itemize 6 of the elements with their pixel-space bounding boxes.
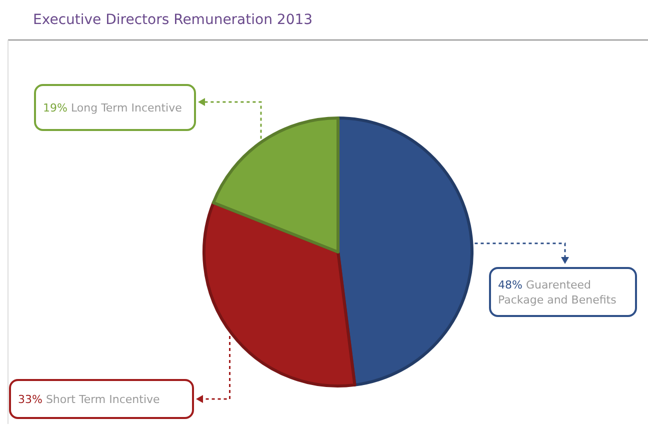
data-label: 33% [18, 393, 42, 406]
chart-title: Executive Directors Remuneration 2013 [33, 12, 313, 28]
data-label: 48% [498, 278, 522, 292]
data-label: 19% [43, 102, 68, 114]
legend-label: Long Term Incentive [70, 102, 182, 114]
slice-label: Short Term Incentive [46, 393, 160, 406]
